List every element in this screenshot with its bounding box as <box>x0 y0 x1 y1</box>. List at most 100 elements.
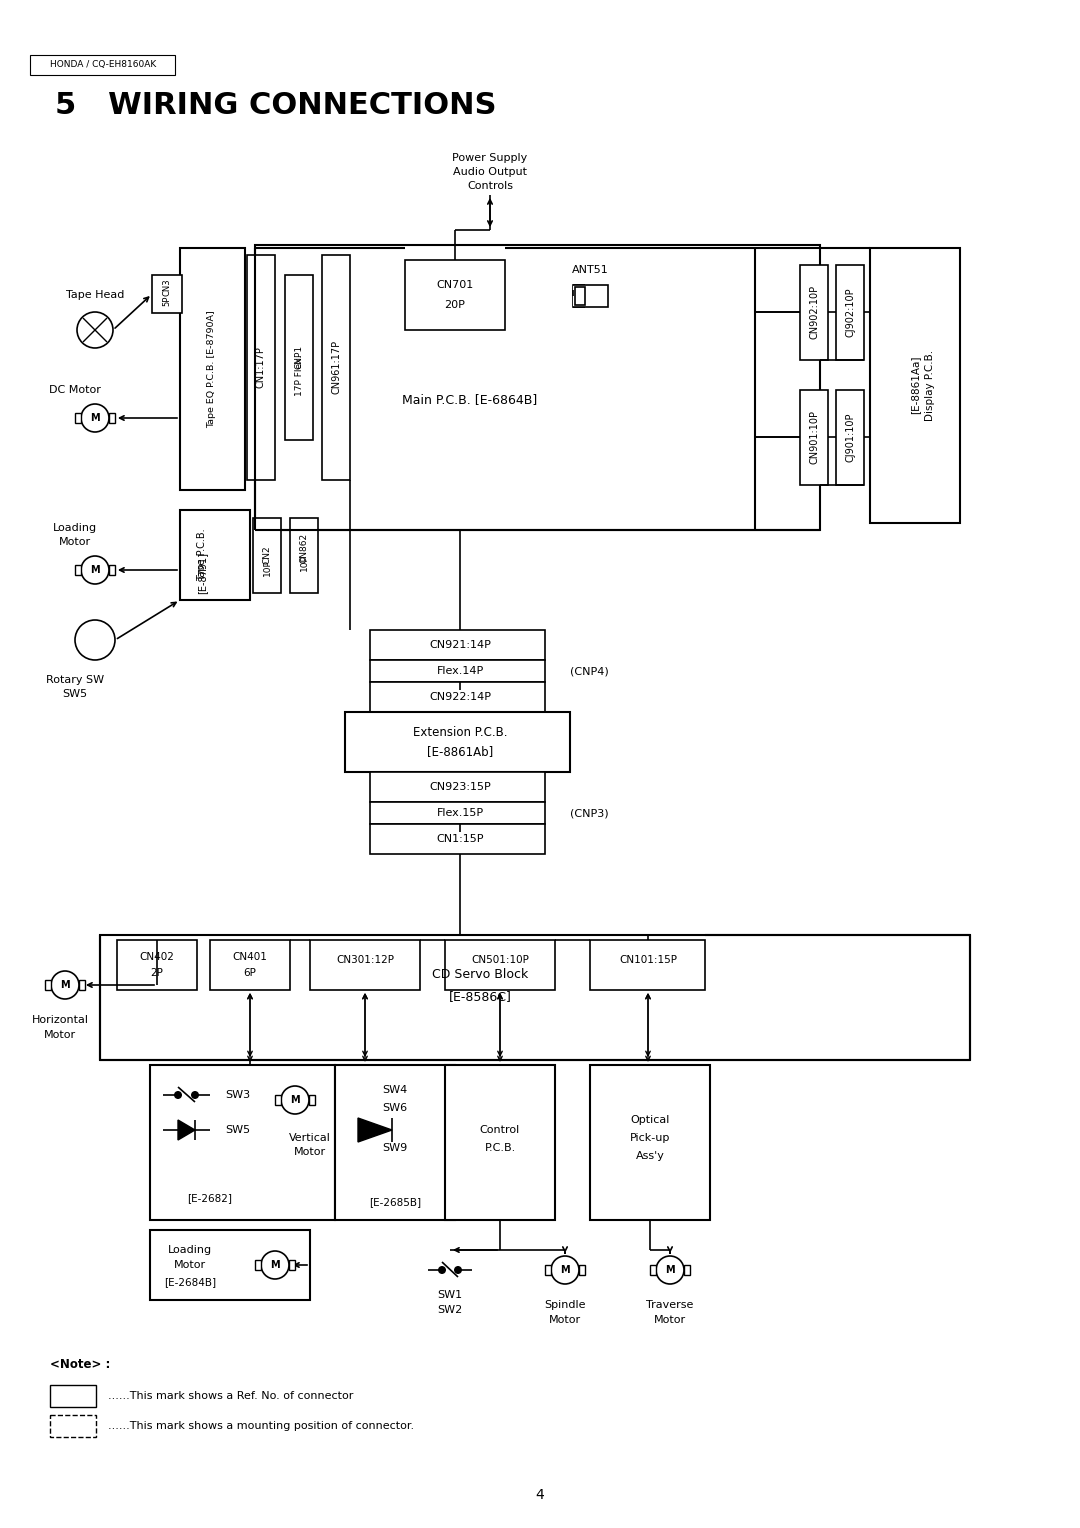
Bar <box>836 264 864 361</box>
Bar <box>345 712 570 772</box>
Bar <box>335 1065 455 1219</box>
Text: Motor: Motor <box>174 1261 206 1270</box>
Text: 6P: 6P <box>244 969 256 978</box>
Bar <box>590 940 705 990</box>
Text: 17P Flex.: 17P Flex. <box>295 354 303 396</box>
Text: Controls: Controls <box>467 180 513 191</box>
Text: CN961:17P: CN961:17P <box>330 339 341 394</box>
Text: Extension P.C.B.: Extension P.C.B. <box>413 726 508 738</box>
Text: DC Motor: DC Motor <box>49 385 100 396</box>
Bar <box>573 286 585 307</box>
Text: CN2: CN2 <box>262 545 271 564</box>
Text: Tape P.C.B.: Tape P.C.B. <box>197 529 207 581</box>
Bar <box>150 1065 335 1219</box>
Bar <box>109 413 114 423</box>
Bar <box>370 681 545 712</box>
Text: HONDA / CQ-EH8160AK: HONDA / CQ-EH8160AK <box>50 61 157 69</box>
Text: Loading: Loading <box>53 523 97 533</box>
Bar <box>370 802 545 824</box>
Text: [E-2685B]: [E-2685B] <box>369 1196 421 1207</box>
Text: 5P: 5P <box>162 296 172 306</box>
Text: [E-2682]: [E-2682] <box>188 1193 232 1203</box>
Bar <box>117 940 197 990</box>
Text: Motor: Motor <box>59 536 91 547</box>
Bar <box>150 1230 310 1300</box>
Bar <box>684 1265 690 1274</box>
Bar <box>255 1261 261 1270</box>
Bar <box>180 510 249 601</box>
Bar <box>285 275 313 440</box>
Text: SW3: SW3 <box>225 1089 251 1100</box>
Text: CN902:10P: CN902:10P <box>809 284 819 339</box>
Bar <box>445 940 555 990</box>
Text: CN923:15P: CN923:15P <box>429 782 491 792</box>
Text: Motor: Motor <box>549 1316 581 1325</box>
Bar <box>573 286 608 307</box>
Text: CN1:17P: CN1:17P <box>256 345 266 388</box>
Text: M: M <box>91 413 99 423</box>
Text: Motor: Motor <box>653 1316 686 1325</box>
Text: Flex.15P: Flex.15P <box>436 808 484 817</box>
Bar <box>275 1096 281 1105</box>
Bar <box>590 1065 710 1219</box>
Bar <box>152 275 183 313</box>
Text: M: M <box>665 1265 675 1274</box>
Text: SW5: SW5 <box>225 1125 251 1135</box>
Text: [E-8586C]: [E-8586C] <box>448 990 512 1004</box>
Bar <box>545 1265 551 1274</box>
Text: Ass'y: Ass'y <box>635 1151 664 1161</box>
Text: CD Servo Block: CD Servo Block <box>432 969 528 981</box>
Circle shape <box>174 1091 183 1099</box>
Text: Motor: Motor <box>294 1148 326 1157</box>
Text: CJ901:10P: CJ901:10P <box>845 413 855 461</box>
Text: SW2: SW2 <box>437 1305 462 1316</box>
Bar <box>370 630 545 660</box>
Bar <box>45 979 51 990</box>
Text: Vertical: Vertical <box>289 1132 330 1143</box>
Text: M: M <box>291 1096 300 1105</box>
Text: ANT51: ANT51 <box>571 264 608 275</box>
Bar <box>310 940 420 990</box>
Text: (CNP3): (CNP3) <box>570 808 609 817</box>
Text: Display P.C.B.: Display P.C.B. <box>924 350 935 420</box>
Text: SW6: SW6 <box>382 1103 407 1112</box>
Text: <Note> :: <Note> : <box>50 1358 110 1372</box>
Text: CN1:15P: CN1:15P <box>436 834 484 843</box>
Text: 10P: 10P <box>299 555 309 571</box>
Text: [E-8861Aa]: [E-8861Aa] <box>910 356 920 414</box>
Bar <box>445 1065 555 1219</box>
Text: Control: Control <box>480 1125 521 1135</box>
Bar <box>800 390 828 484</box>
Text: [E-8861Ab]: [E-8861Ab] <box>427 746 494 758</box>
Bar <box>575 287 585 306</box>
Bar <box>75 565 81 575</box>
Bar <box>370 772 545 802</box>
Bar <box>370 660 545 681</box>
Bar <box>30 55 175 75</box>
Text: 5   WIRING CONNECTIONS: 5 WIRING CONNECTIONS <box>55 90 497 119</box>
Text: Horizontal: Horizontal <box>31 1015 89 1025</box>
Text: Loading: Loading <box>167 1245 212 1254</box>
Text: M: M <box>270 1261 280 1270</box>
Bar <box>180 248 245 490</box>
Text: 4: 4 <box>536 1488 544 1502</box>
Text: CN401: CN401 <box>232 952 268 963</box>
Text: CNP1: CNP1 <box>295 345 303 370</box>
Bar <box>836 390 864 484</box>
Bar <box>75 413 81 423</box>
Bar <box>109 565 114 575</box>
Bar <box>247 255 275 480</box>
Text: Main P.C.B. [E-6864B]: Main P.C.B. [E-6864B] <box>403 394 538 406</box>
Bar <box>100 935 970 1060</box>
Text: CN921:14P: CN921:14P <box>429 640 491 649</box>
Bar <box>579 1265 585 1274</box>
Text: 2P: 2P <box>150 969 163 978</box>
Text: SW4: SW4 <box>382 1085 407 1096</box>
Bar <box>255 244 820 530</box>
Polygon shape <box>178 1120 195 1140</box>
Text: ......This mark shows a Ref. No. of connector: ......This mark shows a Ref. No. of conn… <box>108 1390 353 1401</box>
Text: M: M <box>561 1265 570 1274</box>
Text: SW5: SW5 <box>63 689 87 698</box>
Text: Flex.14P: Flex.14P <box>436 666 484 675</box>
Bar <box>370 824 545 854</box>
